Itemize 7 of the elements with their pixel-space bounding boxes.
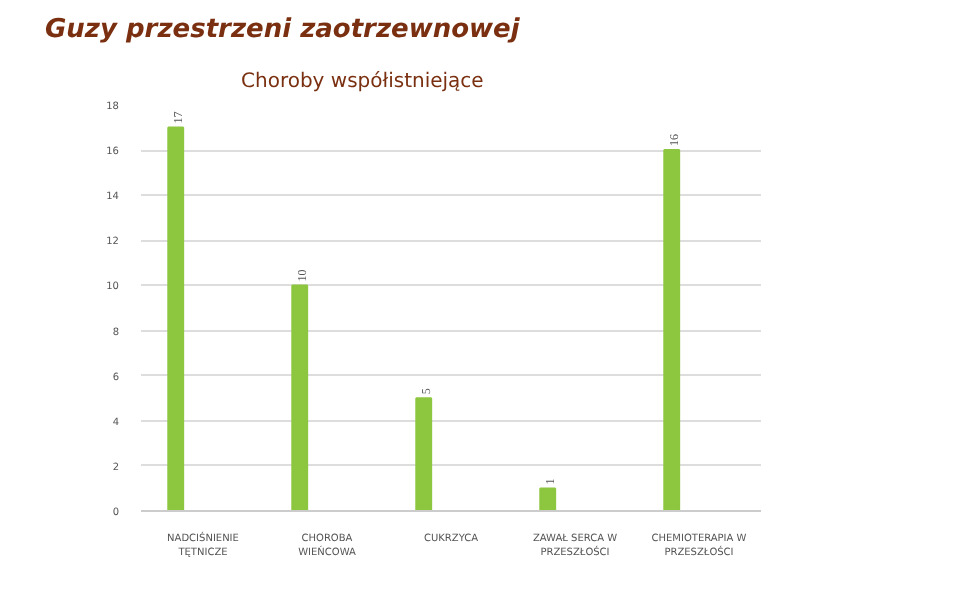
bar bbox=[539, 487, 557, 511]
bar bbox=[663, 149, 681, 511]
chart-subtitle: Choroby współistniejące bbox=[241, 71, 484, 93]
bar bbox=[167, 126, 185, 511]
bar bbox=[291, 284, 309, 511]
chart-title: Guzy przestrzeni zaotrzewnowej bbox=[45, 15, 521, 45]
bar bbox=[415, 397, 433, 511]
